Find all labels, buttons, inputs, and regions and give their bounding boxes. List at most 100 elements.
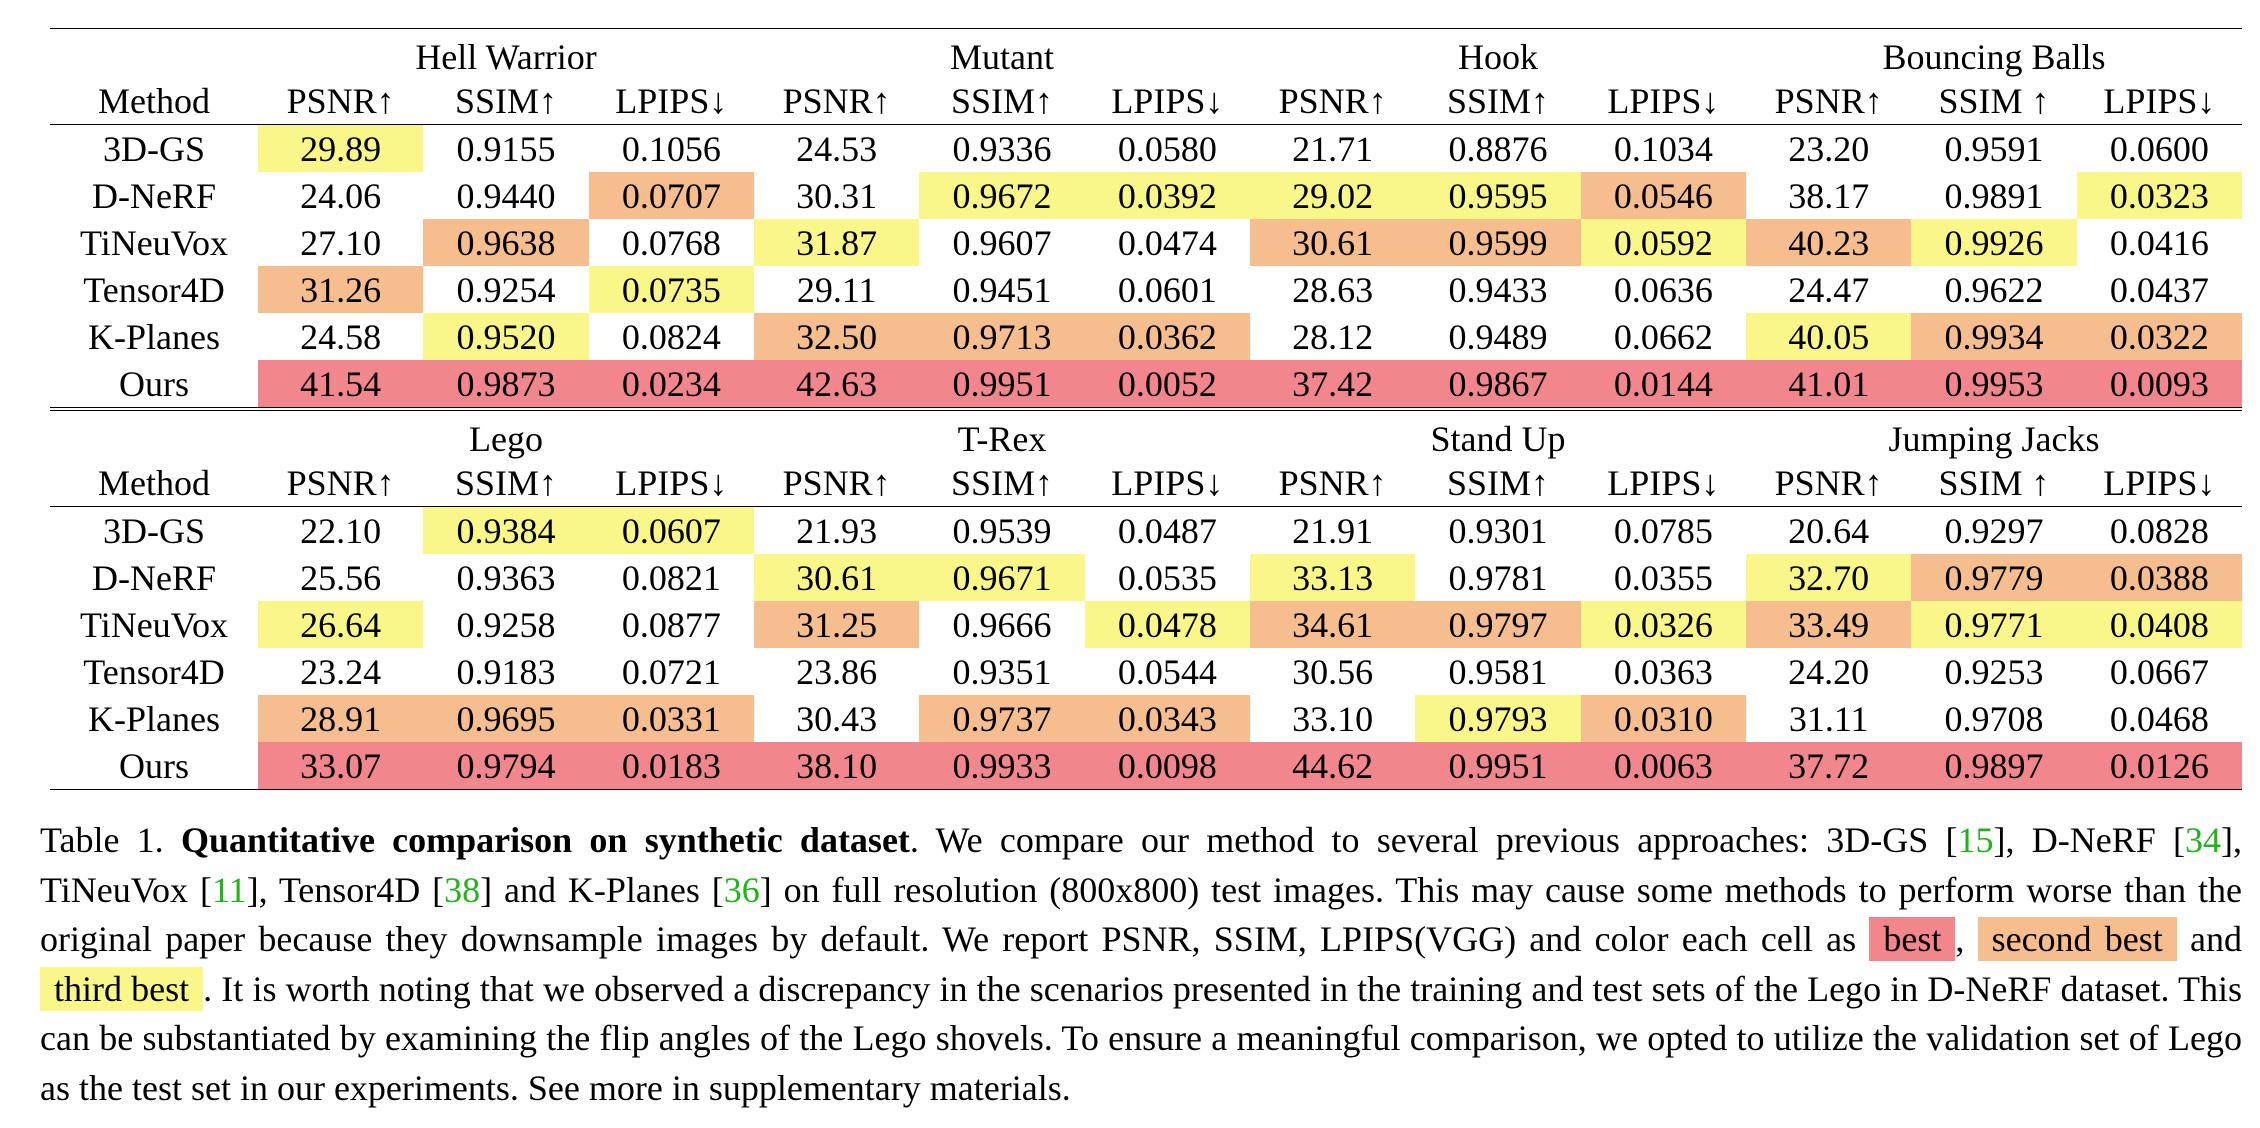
metric-cell: 0.0601 [1117,269,1217,310]
metric-header: PSNR↑ [258,459,424,507]
metric-cell: 0.0636 [1613,269,1713,310]
metric-cell: 29.11 [796,269,877,310]
metric-cell: 34.61 [1250,601,1416,648]
metric-cell: 0.0468 [2109,698,2209,739]
citation-link[interactable]: 34 [2185,820,2221,860]
metric-header: LPIPS↓ [2076,77,2243,125]
metric-cell: 0.0322 [2076,313,2243,360]
table-row: Ours 33.07 0.9794 0.0183 38.10 0.9933 0.0098 44… [50,742,2242,790]
metric-cell: 28.91 [258,695,424,742]
results-table: Hell Warrior Mutant Hook Bouncing Balls Meth… [50,28,2243,408]
metric-cell: 0.9433 [1448,269,1548,310]
metric-cell: 0.0592 [1580,219,1747,266]
metric-cell: 0.0408 [2076,601,2242,648]
table-row: Ours 41.54 0.9873 0.0234 42.63 0.9951 0.0052 37… [50,360,2243,408]
metric-cell: 32.50 [754,313,920,360]
metric-cell: 23.20 [1788,128,1870,169]
method-column-header: Method [50,77,258,125]
metric-cell: 31.26 [258,266,424,313]
method-name: K-Planes [88,698,220,739]
metric-cell: 26.64 [258,601,424,648]
metric-cell: 33.13 [1250,554,1416,601]
metric-header: LPIPS↓ [1580,77,1747,125]
citation-link[interactable]: 15 [1957,820,1994,860]
metric-cell: 0.9581 [1448,651,1548,692]
metric-cell: 0.0478 [1084,601,1250,648]
metric-cell: 21.71 [1292,128,1374,169]
metric-cell: 0.9737 [919,695,1085,742]
metric-cell: 0.0093 [2076,360,2243,408]
metric-cell: 0.0310 [1580,695,1746,742]
metric-cell: 40.23 [1746,219,1912,266]
metric-cell: 0.9934 [1911,313,2077,360]
metric-cell: 0.9897 [1911,742,2077,790]
metric-cell: 33.49 [1745,601,1912,648]
metric-cell: 0.9666 [952,604,1052,645]
metric-cell: 41.54 [258,360,424,408]
metric-cell: 0.9671 [919,554,1085,601]
metric-cell: 0.9708 [1944,698,2044,739]
scene-header: T-Rex [957,419,1047,459]
metric-cell: 21.93 [796,510,878,551]
caption-title: Quantitative comparison on synthetic dat… [180,820,910,860]
metric-header: PSNR↑ [258,77,424,125]
metric-cell: 0.0234 [588,360,754,408]
metric-cell: 0.0388 [2076,554,2242,601]
citation-link[interactable]: 11 [211,869,247,910]
metric-cell: 0.0600 [2109,128,2209,169]
metric-header: SSIM ↑ [1911,77,2077,125]
metric-cell: 0.0535 [1117,557,1217,598]
results-tables: Hell Warrior Mutant Hook Bouncing Balls Meth… [50,28,2243,790]
metric-cell: 0.0474 [1117,222,1217,263]
metric-cell: 0.9254 [456,269,556,310]
metric-cell: 0.0821 [621,557,721,598]
metric-cell: 0.0487 [1117,510,1217,551]
metric-cell: 0.0544 [1117,651,1217,692]
scene-header-row: Hell Warrior Mutant Hook Bouncing Balls [50,29,2242,78]
metric-cell: 0.9253 [1944,651,2044,692]
metric-cell: 0.9933 [919,742,1085,790]
metric-cell: 0.9695 [423,695,589,742]
method-name: Tensor4D [83,651,225,692]
table-row: 3D-GS 29.89 0.9155 0.1056 24.53 0.9336 0.0580 2… [50,124,2242,172]
metric-header: SSIM↑ [423,77,589,125]
metric-cell: 0.9591 [1944,128,2044,169]
metric-cell: 41.01 [1746,360,1912,408]
metric-cell: 23.86 [796,651,878,692]
metric-cell: 30.61 [1250,219,1416,266]
metric-header: LPIPS↓ [1580,459,1746,507]
method-column-header: Method [50,459,258,507]
metric-cell: 31.87 [754,219,920,266]
citation-link[interactable]: 36 [723,869,760,910]
metric-header: PSNR↑ [1250,459,1416,507]
table-row: D-NeRF 24.06 0.9440 0.0707 30.31 0.9672 0.0392… [50,172,2243,219]
metric-cell: 0.0144 [1580,360,1747,408]
metric-cell: 0.9781 [1448,557,1548,598]
table-caption: Table 1. Quantitative comparison on synt… [40,820,2243,1108]
metric-cell: 0.0662 [1613,316,1713,357]
metric-cell: 42.63 [754,360,920,408]
metric-header: PSNR↑ [1745,459,1912,507]
metric-cell: 22.10 [300,510,382,551]
table-row: K-Planes 28.91 0.9695 0.0331 30.43 0.9737 0.03… [50,695,2242,742]
metric-cell: 0.0331 [588,695,754,742]
scene-header: Hook [1458,37,1539,77]
metric-cell: 31.25 [753,601,920,648]
metric-cell: 0.9301 [1448,510,1548,551]
metric-header: PSNR↑ [753,459,920,507]
citation-link[interactable]: 38 [444,869,481,910]
metric-cell: 0.0735 [588,266,754,313]
metric-header: PSNR↑ [1250,77,1416,125]
metric-cell: 0.1034 [1613,128,1713,169]
metric-cell: 0.0363 [1613,651,1713,692]
metric-cell: 0.9891 [1944,175,2044,216]
table-row: Tensor4D 23.24 0.9183 0.0721 23.86 0.9351 0.05… [50,648,2242,695]
metric-header: PSNR↑ [754,77,920,125]
metric-cell: 0.9713 [919,313,1085,360]
metric-cell: 0.9672 [919,172,1085,219]
method-name: Tensor4D [83,269,225,310]
metric-header: LPIPS↓ [1084,77,1251,125]
metric-cell: 0.9440 [456,175,556,216]
metric-header: SSIM ↑ [1911,459,2077,507]
metric-cell: 0.0546 [1580,172,1747,219]
